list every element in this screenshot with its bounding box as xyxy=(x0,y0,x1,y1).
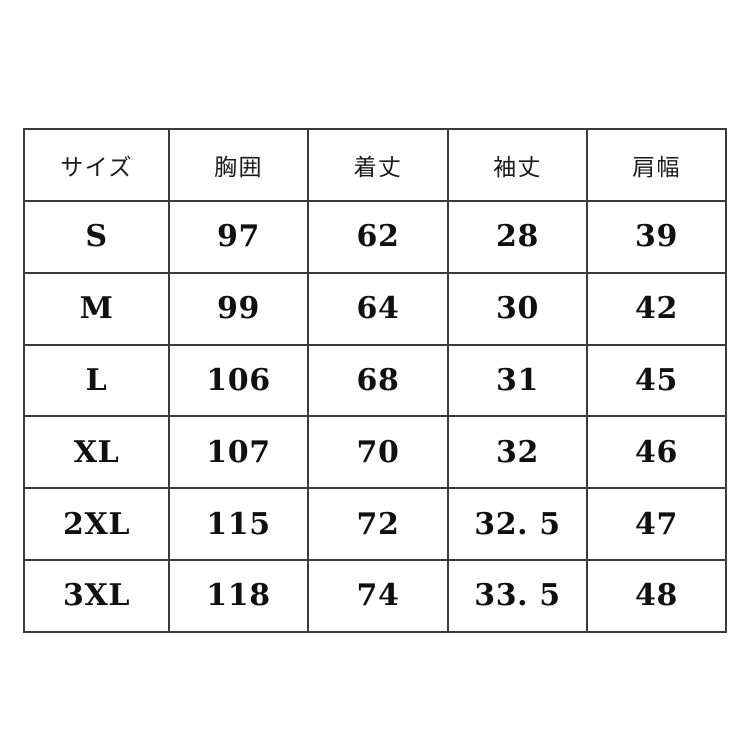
cell-chest: 107 xyxy=(168,415,309,490)
cell-length: 62 xyxy=(307,199,449,274)
cell-size: L xyxy=(23,343,170,418)
column-header-length: 着丈 xyxy=(307,128,449,202)
cell-chest: 97 xyxy=(168,199,309,274)
cell-size: M xyxy=(23,271,170,346)
size-table-container: サイズ 胸囲 着丈 袖丈 肩幅 S 97 62 28 39 M 99 xyxy=(23,128,727,633)
cell-length: 64 xyxy=(307,271,449,346)
cell-chest: 99 xyxy=(168,271,309,346)
cell-shoulder: 39 xyxy=(586,199,727,274)
cell-sleeve: 30 xyxy=(447,271,588,346)
cell-length: 72 xyxy=(307,487,449,562)
cell-length: 74 xyxy=(307,559,449,633)
cell-chest: 115 xyxy=(168,487,309,562)
cell-shoulder: 47 xyxy=(586,487,727,562)
cell-chest: 106 xyxy=(168,343,309,418)
cell-shoulder: 48 xyxy=(586,559,727,633)
cell-sleeve: 33. 5 xyxy=(447,559,588,633)
cell-sleeve: 32 xyxy=(447,415,588,490)
cell-size: 3XL xyxy=(23,559,170,633)
cell-shoulder: 42 xyxy=(586,271,727,346)
cell-sleeve: 32. 5 xyxy=(447,487,588,562)
cell-shoulder: 45 xyxy=(586,343,727,418)
cell-length: 70 xyxy=(307,415,449,490)
table-row: S 97 62 28 39 xyxy=(23,199,727,274)
column-header-chest: 胸囲 xyxy=(168,128,309,202)
table-row: M 99 64 30 42 xyxy=(23,271,727,346)
table-row: 3XL 118 74 33. 5 48 xyxy=(23,559,727,633)
table-header: サイズ 胸囲 着丈 袖丈 肩幅 xyxy=(23,128,727,202)
column-header-size: サイズ xyxy=(23,128,170,202)
cell-size: 2XL xyxy=(23,487,170,562)
cell-size: XL xyxy=(23,415,170,490)
cell-sleeve: 31 xyxy=(447,343,588,418)
column-header-shoulder: 肩幅 xyxy=(586,128,727,202)
size-chart-table: サイズ 胸囲 着丈 袖丈 肩幅 S 97 62 28 39 M 99 xyxy=(23,128,727,633)
cell-sleeve: 28 xyxy=(447,199,588,274)
table-row: 2XL 115 72 32. 5 47 xyxy=(23,487,727,562)
cell-shoulder: 46 xyxy=(586,415,727,490)
column-header-sleeve: 袖丈 xyxy=(447,128,588,202)
table-row: XL 107 70 32 46 xyxy=(23,415,727,490)
cell-chest: 118 xyxy=(168,559,309,633)
table-row: L 106 68 31 45 xyxy=(23,343,727,418)
cell-size: S xyxy=(23,199,170,274)
header-row: サイズ 胸囲 着丈 袖丈 肩幅 xyxy=(23,128,727,202)
cell-length: 68 xyxy=(307,343,449,418)
table-body: S 97 62 28 39 M 99 64 30 42 L 106 68 xyxy=(23,199,727,633)
